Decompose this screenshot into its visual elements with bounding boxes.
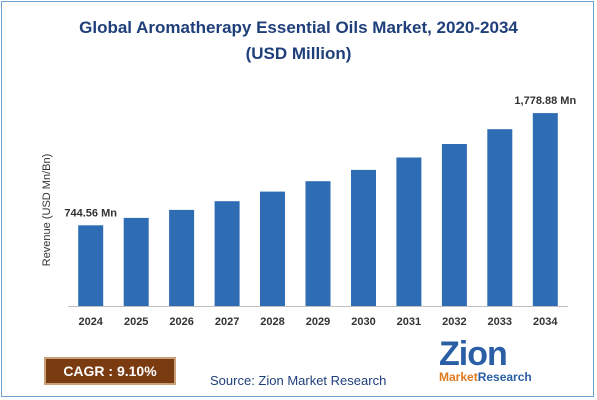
zion-logo: Zion MarketResearch — [437, 336, 549, 386]
logo-tagline: MarketResearch — [439, 370, 532, 384]
cagr-badge: CAGR : 9.10% — [44, 357, 176, 385]
bar-2034 — [532, 113, 558, 306]
x-tick-label-2033: 2033 — [488, 316, 512, 328]
logo-research-text: Research — [477, 370, 532, 384]
x-tick-label-2030: 2030 — [351, 316, 375, 328]
x-tick-label-2024: 2024 — [78, 316, 103, 328]
x-tick-label-2028: 2028 — [260, 316, 284, 328]
bar-2033 — [487, 129, 513, 306]
bar-2026 — [169, 209, 195, 306]
bar-2025 — [123, 217, 149, 306]
logo-zion-text: Zion — [439, 335, 508, 373]
bar-2024 — [78, 225, 104, 306]
bar-2032 — [441, 144, 467, 306]
x-tick-label-2034: 2034 — [533, 316, 558, 328]
chart-title-line-2: (USD Million) — [245, 44, 352, 63]
bar-2029 — [305, 181, 331, 306]
y-axis-label: Revenue (USD Mn/Bn) — [41, 154, 53, 267]
x-tick-label-2027: 2027 — [215, 316, 239, 328]
data-label-2024: 744.56 Mn — [64, 207, 117, 219]
x-tick-label-2032: 2032 — [442, 316, 466, 328]
bar-2027 — [214, 201, 240, 306]
bar-2030 — [351, 169, 376, 306]
x-tick-label-2029: 2029 — [306, 316, 330, 328]
x-tick-label-2026: 2026 — [169, 316, 193, 328]
logo-market-text: Market — [439, 370, 478, 384]
data-label-2034: 1,778.88 Mn — [514, 95, 576, 107]
x-tick-label-2025: 2025 — [124, 316, 148, 328]
bar-2031 — [396, 157, 422, 306]
x-tick-label-2031: 2031 — [397, 316, 421, 328]
chart-title-line-1: Global Aromatherapy Essential Oils Marke… — [79, 18, 518, 37]
bar-2028 — [260, 191, 285, 306]
source-text: Source: Zion Market Research — [210, 373, 387, 388]
